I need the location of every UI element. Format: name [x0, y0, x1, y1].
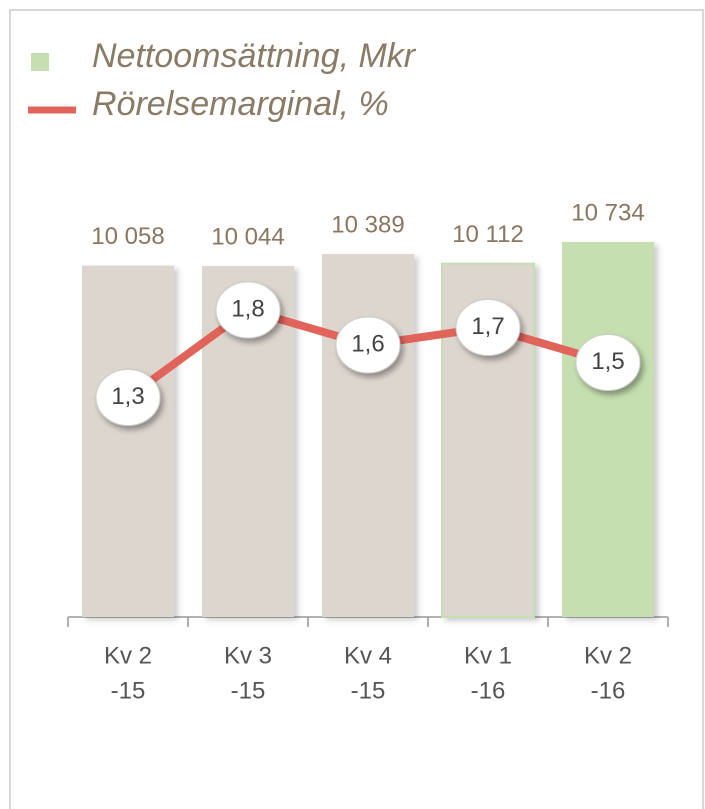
- x-tick-label: Kv 2: [584, 642, 632, 669]
- x-tick-label: Kv 4: [344, 642, 392, 669]
- data-label: 1,3: [111, 383, 144, 410]
- data-label: 10 734: [571, 199, 644, 226]
- x-tick-label: Kv 1: [464, 642, 512, 669]
- x-tick-label: -15: [351, 677, 386, 704]
- x-tick-label: -15: [231, 677, 266, 704]
- data-point: [455, 299, 521, 356]
- data-label: 10 058: [91, 223, 164, 250]
- data-label: 10 044: [211, 223, 284, 250]
- legend-label: Rörelsemarginal, %: [92, 85, 389, 123]
- x-tick-label: -16: [591, 677, 626, 704]
- data-point: [575, 334, 641, 391]
- data-label: 1,5: [591, 348, 624, 375]
- bar: [322, 254, 414, 617]
- data-label: 10 112: [452, 221, 524, 248]
- x-tick-label: -16: [471, 677, 506, 704]
- bar: [82, 265, 174, 617]
- x-tick-label: Kv 3: [224, 642, 272, 669]
- legend: Nettoomsättning, Mkr Rörelsemarginal, %: [28, 37, 417, 123]
- data-label: 1,8: [231, 295, 264, 322]
- legend-label: Nettoomsättning, Mkr: [92, 37, 417, 75]
- data-label: 10 389: [331, 211, 404, 238]
- x-tick-label: Kv 2: [104, 642, 152, 669]
- bar: [562, 242, 654, 617]
- data-label: 1,6: [351, 330, 384, 357]
- frame: [9, 9, 704, 809]
- data-point: [215, 281, 281, 339]
- data-point: [335, 316, 401, 374]
- data-label: 1,7: [471, 313, 504, 340]
- legend-swatch: [31, 53, 49, 71]
- data-point: [95, 369, 161, 426]
- x-tick-label: -15: [111, 677, 146, 704]
